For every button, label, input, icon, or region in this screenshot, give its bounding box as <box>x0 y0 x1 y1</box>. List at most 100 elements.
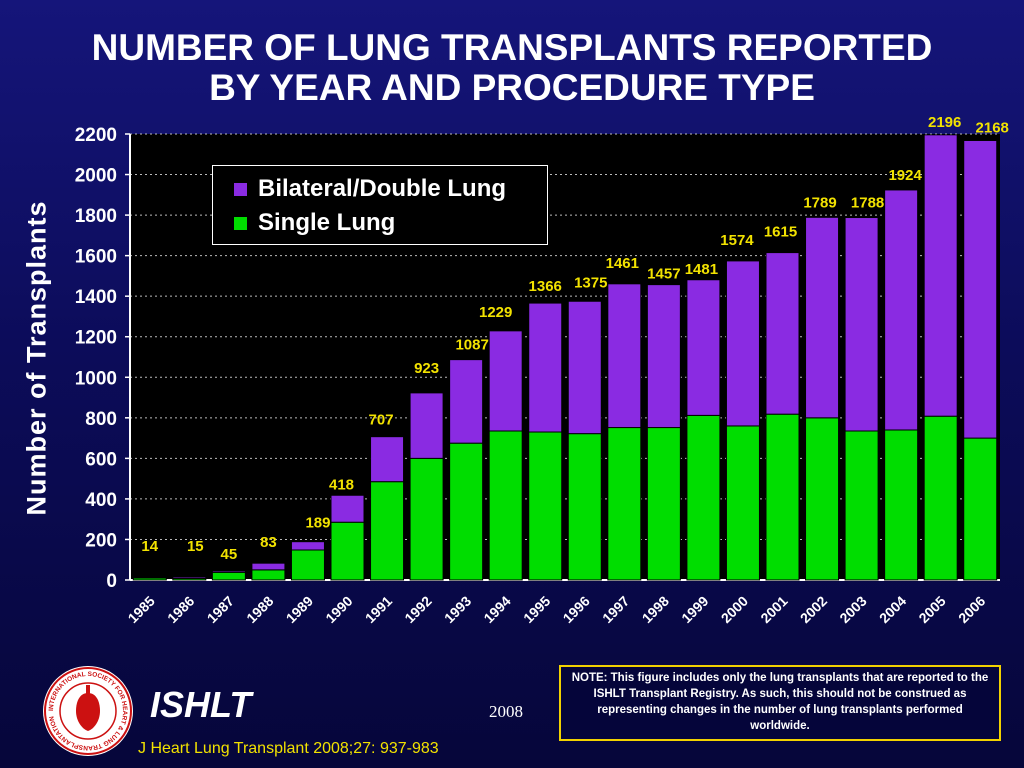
bar-single-lung <box>646 427 681 581</box>
bar-bilateral-lung <box>290 541 325 551</box>
bar-bilateral-lung <box>251 562 286 571</box>
bar-bilateral-lung <box>646 284 681 429</box>
bar-single-lung <box>290 549 325 581</box>
total-label: 1457 <box>647 266 680 283</box>
logo-outer-ring <box>44 667 132 755</box>
legend-swatch-single <box>233 215 248 231</box>
y-tick-label: 1000 <box>75 368 117 389</box>
bar-single-lung <box>409 457 444 581</box>
x-tick-label: 1992 <box>401 593 434 626</box>
x-tick-label: 1987 <box>204 593 237 626</box>
total-label: 1615 <box>764 224 797 241</box>
y-tick-label: 1200 <box>75 328 117 349</box>
x-tick-label: 1995 <box>520 593 553 626</box>
bar-bilateral-lung <box>409 392 444 459</box>
org-name: ISHLT <box>150 684 252 725</box>
x-tick-label: 1998 <box>639 593 672 626</box>
bar-bilateral-lung <box>132 576 167 579</box>
chart-title: NUMBER OF LUNG TRANSPLANTS REPORTED BY Y… <box>0 28 1024 108</box>
bar-bilateral-lung <box>449 359 484 444</box>
total-label: 923 <box>414 360 439 377</box>
bar-bilateral-lung <box>725 260 760 427</box>
x-tick-label: 1994 <box>480 593 513 626</box>
y-tick-label: 600 <box>85 449 117 470</box>
total-label: 45 <box>221 546 238 563</box>
logo-inner-ring <box>59 682 117 740</box>
bar-bilateral-lung <box>765 252 800 415</box>
x-tick-label: 1986 <box>164 593 197 626</box>
bar-bilateral-lung <box>963 139 998 439</box>
total-label: 1087 <box>455 337 488 354</box>
total-label: 1574 <box>720 232 754 249</box>
bar-single-lung <box>963 437 998 581</box>
y-tick-label: 1800 <box>75 206 117 227</box>
bar-single-lung <box>765 413 800 581</box>
total-label: 1461 <box>606 255 639 272</box>
total-label: 1788 <box>851 195 884 212</box>
x-tick-label: 1997 <box>599 593 632 626</box>
bar-bilateral-lung <box>567 300 602 435</box>
total-label: 1924 <box>888 167 922 184</box>
total-label: 707 <box>369 412 394 429</box>
y-tick-label: 1600 <box>75 247 117 268</box>
legend-swatch-bilateral <box>233 181 248 197</box>
y-tick-label: 400 <box>85 490 117 511</box>
total-label: 83 <box>260 534 277 551</box>
bar-single-lung <box>686 414 721 581</box>
x-tick-label: 2002 <box>797 593 830 626</box>
bar-bilateral-lung <box>528 302 563 433</box>
bar-single-lung <box>884 429 919 581</box>
total-label: 1366 <box>529 278 562 295</box>
total-label: 15 <box>187 538 204 555</box>
bar-bilateral-lung <box>370 436 405 483</box>
x-tick-label: 1985 <box>125 593 158 626</box>
y-tick-label: 800 <box>85 409 117 430</box>
total-label: 2196 <box>928 114 961 131</box>
chart-legend: Bilateral/Double Lung Single Lung <box>212 165 548 245</box>
total-label: 418 <box>329 476 354 493</box>
total-label: 14 <box>141 538 158 555</box>
x-tick-label: 1990 <box>322 593 355 626</box>
bar-bilateral-lung <box>923 134 958 417</box>
bar-single-lung <box>607 427 642 581</box>
bar-bilateral-lung <box>686 279 721 416</box>
bar-single-lung <box>805 417 840 581</box>
x-tick-label: 1996 <box>560 593 593 626</box>
x-tick-label: 2004 <box>876 593 909 626</box>
total-label: 2168 <box>976 119 1009 136</box>
bar-bilateral-lung <box>488 330 523 432</box>
x-tick-label: 1993 <box>441 593 474 626</box>
total-label: 1789 <box>803 194 836 211</box>
x-tick-label: 2006 <box>955 593 988 626</box>
bar-bilateral-lung <box>884 189 919 431</box>
bar-single-lung <box>488 430 523 581</box>
y-tick-label: 0 <box>106 571 117 592</box>
ishlt-logo: INTERNATIONAL SOCIETY FOR HEART & LUNG T… <box>43 666 133 756</box>
x-tick-label: 2000 <box>718 593 751 626</box>
bar-single-lung <box>211 571 246 581</box>
bar-single-lung <box>725 425 760 581</box>
y-tick-label: 1400 <box>75 287 117 308</box>
bar-single-lung <box>449 442 484 581</box>
publication-year: 2008 <box>489 702 523 721</box>
x-tick-label: 1989 <box>283 593 316 626</box>
bar-single-lung <box>567 433 602 581</box>
bar-bilateral-lung <box>172 576 207 579</box>
x-tick-label: 2003 <box>836 593 869 626</box>
bar-single-lung <box>923 415 958 581</box>
bar-bilateral-lung <box>330 494 365 523</box>
bar-bilateral-lung <box>607 283 642 429</box>
chart-title-line-2: BY YEAR AND PROCEDURE TYPE <box>209 67 815 108</box>
bar-single-lung <box>251 569 286 581</box>
bar-bilateral-lung <box>844 217 879 432</box>
bar-single-lung <box>330 521 365 581</box>
x-tick-label: 1999 <box>678 593 711 626</box>
registry-note: NOTE: This figure includes only the lung… <box>559 665 1001 741</box>
chart-title-line-1: NUMBER OF LUNG TRANSPLANTS REPORTED <box>91 27 933 68</box>
total-label: 189 <box>305 515 330 532</box>
x-tick-label: 1991 <box>362 593 395 626</box>
total-label: 1375 <box>574 274 607 291</box>
bar-single-lung <box>370 481 405 581</box>
bar-bilateral-lung <box>211 570 246 573</box>
